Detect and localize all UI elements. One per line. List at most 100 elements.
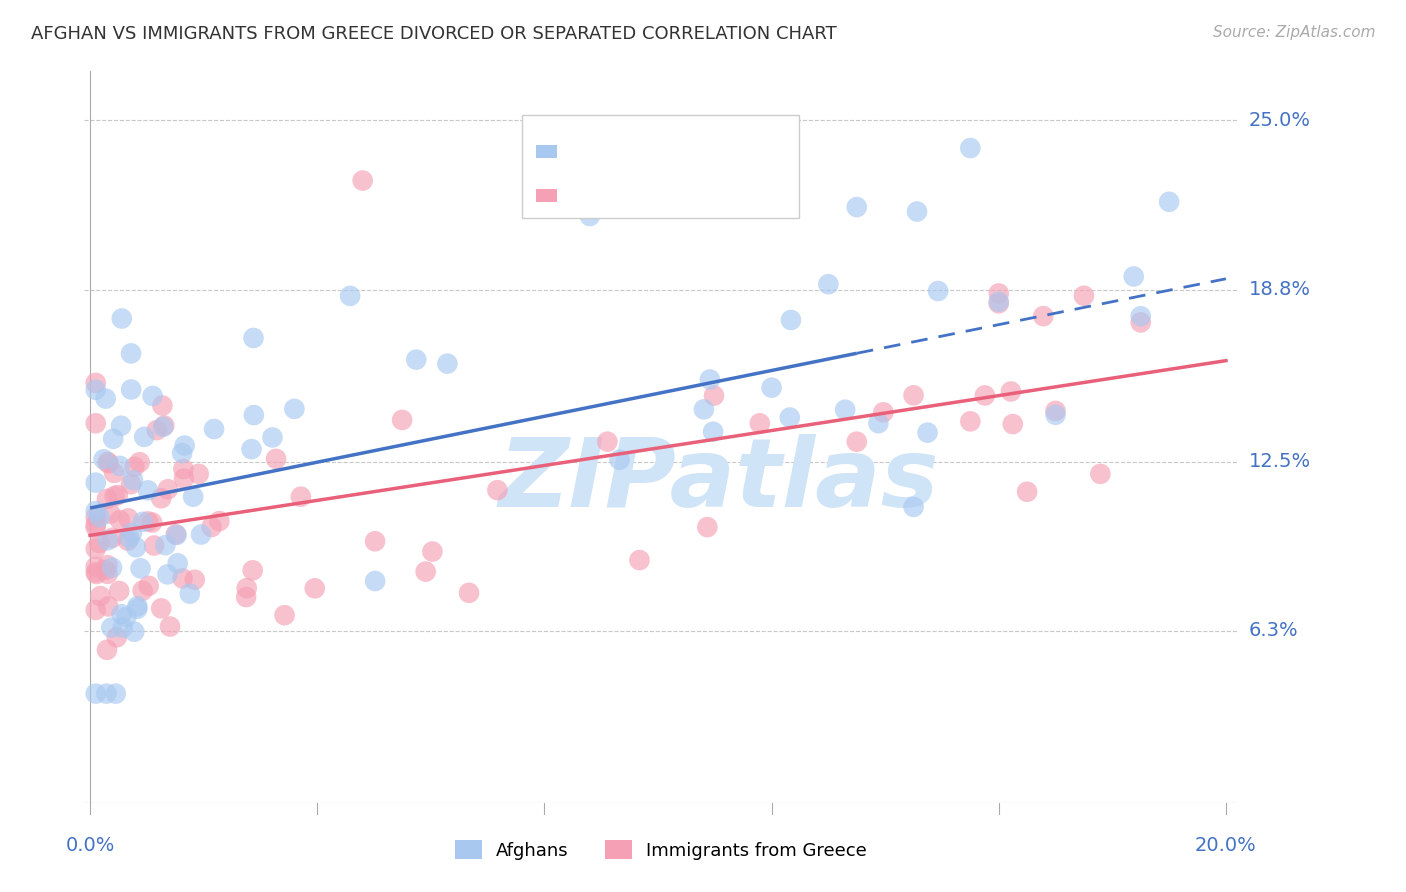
Point bbox=[202, 422, 225, 436]
Point bbox=[927, 284, 949, 298]
Point bbox=[117, 511, 139, 525]
Point bbox=[97, 566, 120, 581]
Point bbox=[987, 286, 1010, 301]
Point bbox=[596, 434, 619, 449]
Point bbox=[127, 599, 149, 614]
Point bbox=[89, 510, 111, 524]
Point bbox=[415, 565, 437, 579]
Point bbox=[486, 483, 509, 497]
Point bbox=[973, 388, 995, 402]
Point bbox=[903, 388, 925, 402]
Point bbox=[905, 204, 928, 219]
Point bbox=[1122, 269, 1144, 284]
Point bbox=[1159, 194, 1181, 209]
Point bbox=[242, 331, 264, 345]
Point bbox=[84, 687, 107, 701]
Point bbox=[122, 473, 145, 487]
Point bbox=[101, 560, 124, 574]
Point bbox=[187, 467, 209, 481]
Point bbox=[96, 491, 118, 506]
Point bbox=[748, 417, 770, 431]
Point bbox=[1073, 289, 1095, 303]
Point bbox=[97, 455, 120, 469]
Point bbox=[172, 462, 194, 476]
Point bbox=[84, 517, 107, 532]
Point bbox=[1017, 484, 1039, 499]
Point bbox=[97, 533, 120, 548]
Point bbox=[903, 500, 925, 514]
Point bbox=[142, 389, 165, 403]
Point bbox=[152, 399, 174, 413]
Point bbox=[97, 599, 120, 614]
Point bbox=[117, 533, 139, 548]
Point bbox=[104, 687, 127, 701]
Point bbox=[143, 539, 166, 553]
Text: 0.0%: 0.0% bbox=[65, 836, 115, 855]
Point bbox=[152, 420, 174, 434]
Point bbox=[243, 408, 266, 422]
Point bbox=[138, 579, 160, 593]
Point bbox=[696, 520, 718, 534]
Point bbox=[84, 541, 107, 556]
Point bbox=[122, 624, 145, 639]
Point bbox=[96, 558, 118, 573]
Point bbox=[166, 557, 188, 571]
Point bbox=[94, 563, 117, 577]
Point bbox=[129, 561, 152, 575]
FancyBboxPatch shape bbox=[523, 115, 799, 218]
Point bbox=[235, 590, 257, 604]
Text: ZIPatlas: ZIPatlas bbox=[498, 434, 939, 527]
Point bbox=[84, 383, 107, 397]
Point bbox=[101, 531, 124, 545]
Text: 6.3%: 6.3% bbox=[1249, 622, 1298, 640]
Point bbox=[179, 586, 201, 600]
Point bbox=[120, 477, 142, 491]
Point bbox=[173, 438, 195, 452]
Text: 25.0%: 25.0% bbox=[1249, 111, 1310, 130]
Point bbox=[173, 471, 195, 485]
Legend: Afghans, Immigrants from Greece: Afghans, Immigrants from Greece bbox=[447, 833, 875, 867]
Point bbox=[761, 381, 783, 395]
Point bbox=[110, 607, 132, 622]
Point bbox=[987, 296, 1010, 310]
Point bbox=[693, 402, 716, 417]
Text: 20.0%: 20.0% bbox=[1195, 836, 1257, 855]
Point bbox=[118, 531, 141, 545]
Point bbox=[105, 630, 128, 644]
Point bbox=[845, 200, 868, 214]
Text: AFGHAN VS IMMIGRANTS FROM GREECE DIVORCED OR SEPARATED CORRELATION CHART: AFGHAN VS IMMIGRANTS FROM GREECE DIVORCE… bbox=[31, 25, 837, 43]
Point bbox=[1129, 310, 1152, 324]
FancyBboxPatch shape bbox=[536, 188, 557, 202]
Point bbox=[273, 608, 295, 623]
Point bbox=[959, 414, 981, 428]
Point bbox=[1129, 315, 1152, 329]
Point bbox=[155, 538, 177, 552]
Point bbox=[1032, 309, 1054, 323]
Point bbox=[110, 418, 132, 433]
Point bbox=[422, 544, 444, 558]
Point bbox=[290, 490, 312, 504]
Point bbox=[84, 559, 107, 574]
Point bbox=[108, 584, 131, 599]
FancyBboxPatch shape bbox=[536, 145, 557, 158]
Point bbox=[339, 289, 361, 303]
Point bbox=[84, 510, 107, 524]
Point bbox=[172, 571, 194, 585]
Point bbox=[134, 430, 156, 444]
Point bbox=[628, 553, 651, 567]
Point bbox=[391, 413, 413, 427]
Point bbox=[845, 434, 868, 449]
Text: Source: ZipAtlas.com: Source: ZipAtlas.com bbox=[1212, 25, 1375, 40]
Point bbox=[100, 621, 122, 635]
Point bbox=[115, 610, 138, 624]
Point bbox=[1045, 404, 1067, 418]
Point bbox=[405, 352, 427, 367]
Point bbox=[699, 372, 721, 386]
Point bbox=[609, 452, 631, 467]
Point bbox=[127, 602, 149, 616]
Point bbox=[150, 491, 173, 506]
Point bbox=[165, 527, 187, 541]
Point bbox=[107, 488, 129, 502]
Point bbox=[84, 376, 107, 390]
Point bbox=[153, 418, 176, 433]
